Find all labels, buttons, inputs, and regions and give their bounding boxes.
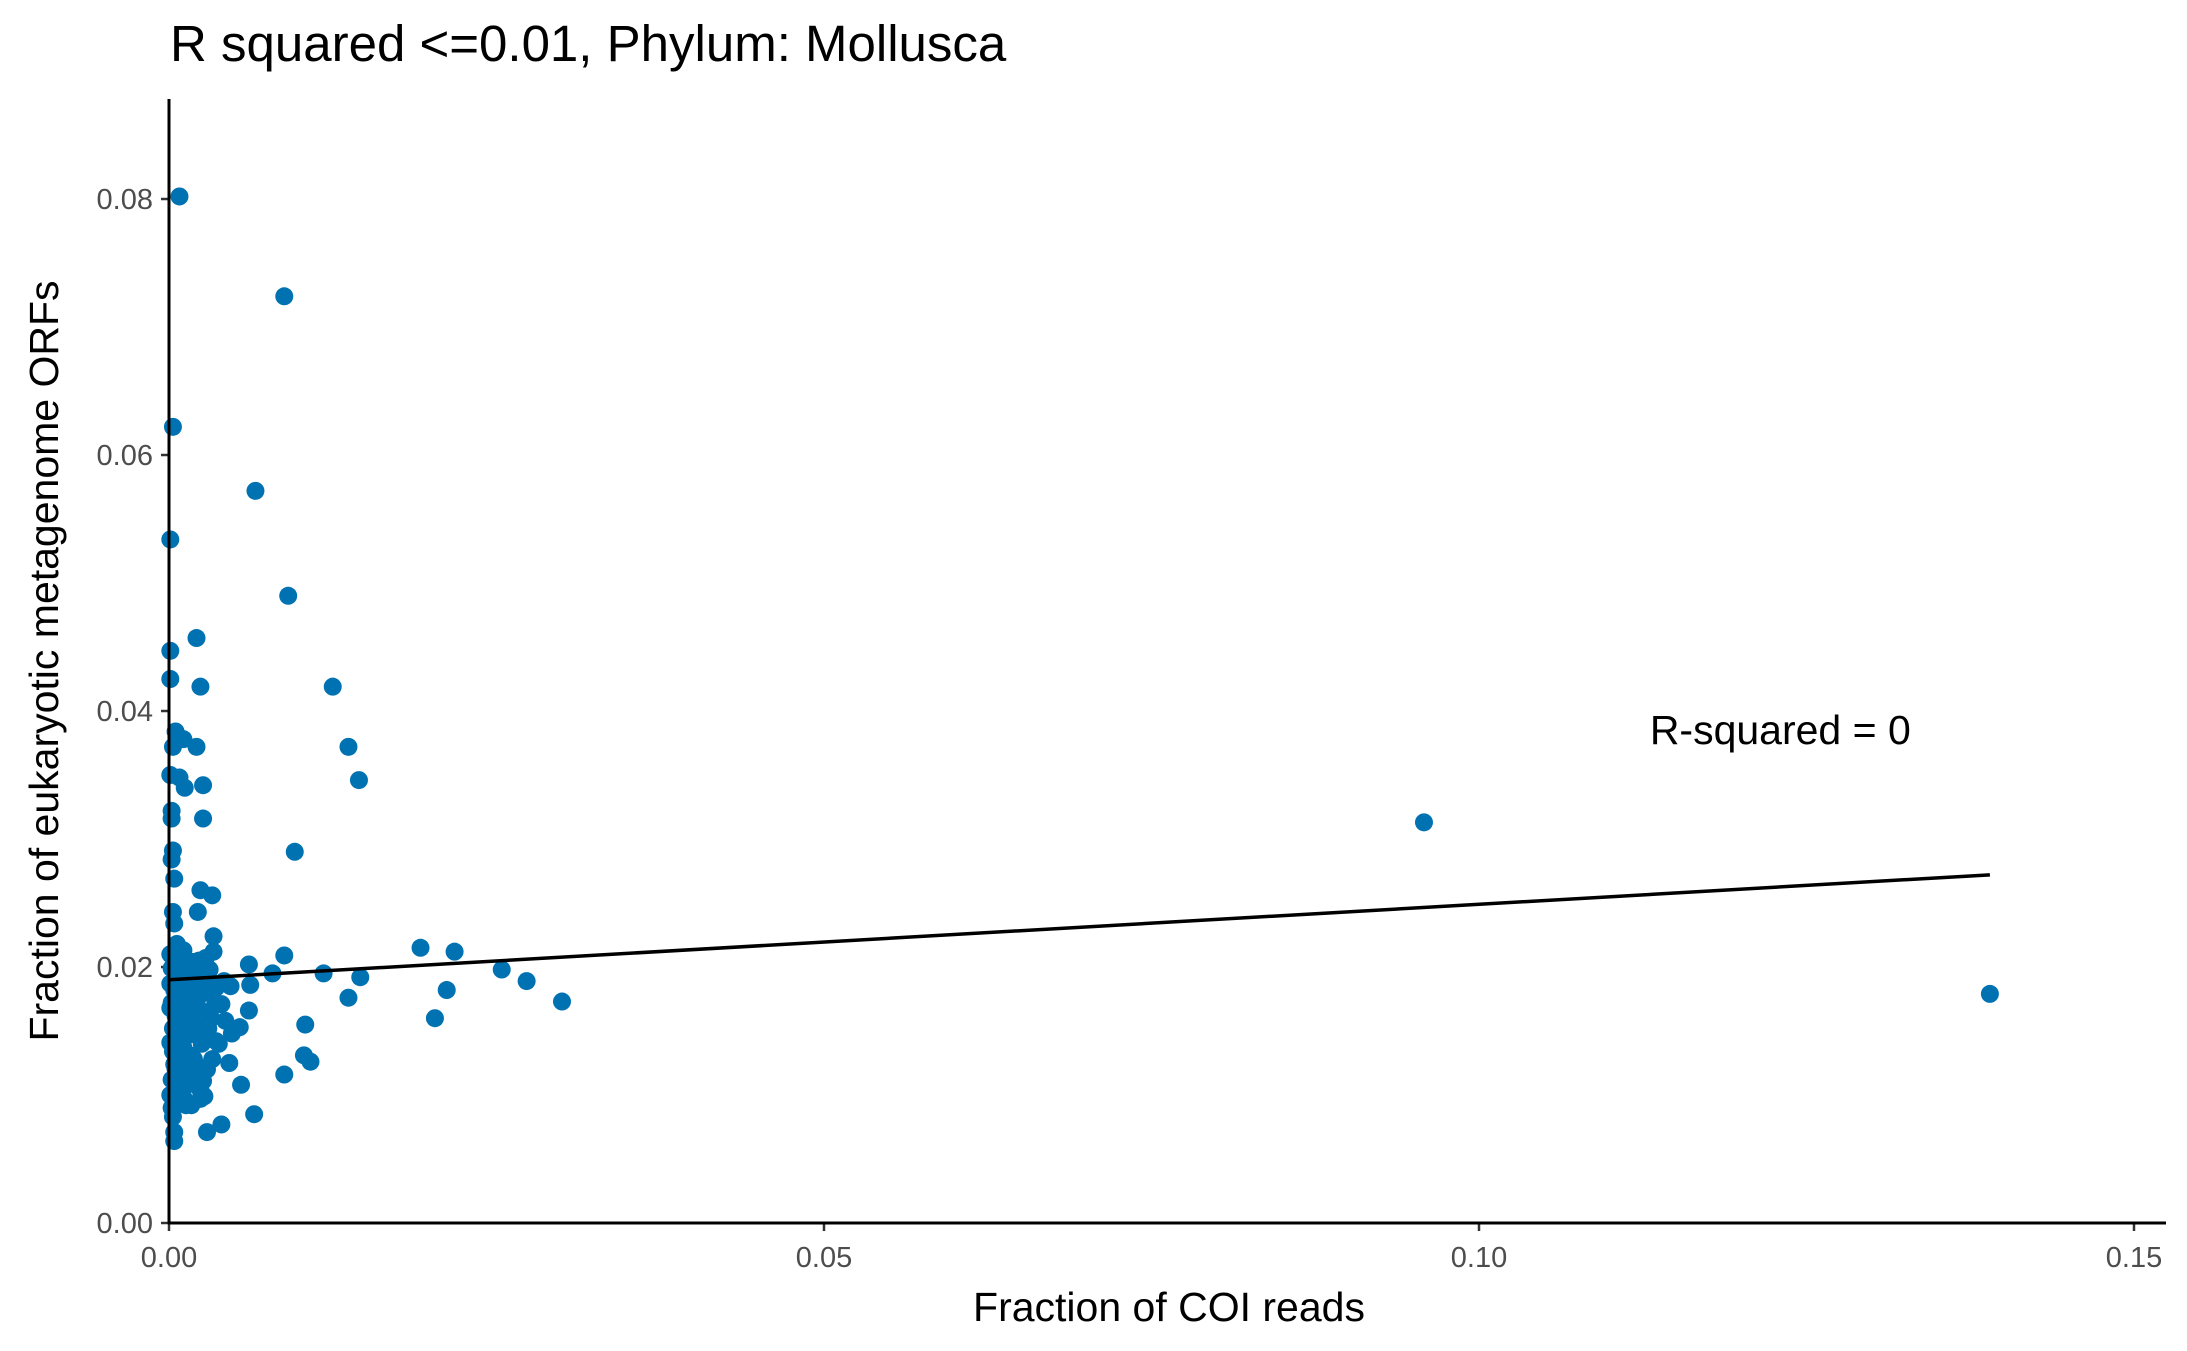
data-point	[285, 842, 304, 861]
data-point	[170, 1036, 189, 1055]
data-point	[220, 1054, 239, 1072]
x-tick-label: 0.10	[1451, 1242, 1507, 1274]
data-point	[221, 977, 240, 996]
data-point	[1414, 813, 1433, 832]
data-point	[194, 1071, 213, 1090]
regression-line	[168, 873, 1991, 982]
data-point	[437, 981, 456, 1000]
y-axis-title: Fraction of eukaryotic metagenome ORFs	[21, 280, 67, 1041]
y-tick-label: 0.04	[97, 696, 153, 728]
data-point	[188, 988, 207, 1007]
data-point	[196, 949, 215, 968]
data-point	[187, 737, 206, 756]
x-axis-ticks: 0.00 0.05 0.10 0.15	[141, 1223, 2162, 1274]
data-point	[517, 972, 536, 991]
data-point	[191, 677, 210, 696]
data-point	[184, 1050, 203, 1069]
data-point	[170, 187, 189, 206]
x-tick-label: 0.15	[2106, 1242, 2162, 1274]
data-point	[492, 960, 511, 979]
data-point	[301, 1052, 320, 1071]
data-point	[162, 1098, 181, 1117]
x-tick-label: 0.00	[141, 1242, 197, 1274]
data-point	[212, 1115, 231, 1134]
data-point	[275, 1065, 294, 1084]
data-point	[222, 1024, 241, 1043]
x-axis-title: Fraction of COI reads	[973, 1284, 1365, 1330]
data-point	[162, 850, 181, 869]
data-point	[275, 287, 294, 306]
y-tick-label: 0.00	[97, 1208, 153, 1240]
data-point	[275, 946, 294, 965]
data-point	[180, 1007, 199, 1026]
data-point	[279, 586, 298, 605]
data-point	[212, 995, 231, 1014]
data-point	[203, 886, 222, 905]
data-point	[411, 938, 430, 957]
data-point	[349, 771, 368, 790]
data-point	[1980, 984, 1999, 1003]
data-point	[241, 975, 260, 994]
data-point	[203, 1050, 222, 1069]
data-point	[188, 902, 207, 921]
data-point	[207, 978, 226, 997]
data-point	[296, 1015, 315, 1034]
r-squared-annotation: R-squared = 0	[1650, 707, 1911, 753]
y-tick-label: 0.08	[97, 184, 153, 216]
scatter-points	[161, 187, 1999, 1151]
data-point	[182, 965, 201, 984]
data-point	[239, 955, 258, 974]
chart-title: R squared <=0.01, Phylum: Mollusca	[170, 15, 1007, 72]
data-point	[339, 737, 358, 756]
data-point	[314, 964, 333, 983]
data-point	[197, 1123, 216, 1142]
data-point	[232, 1075, 251, 1094]
y-tick-label: 0.02	[97, 952, 153, 984]
data-point	[163, 417, 182, 436]
data-point	[187, 629, 206, 648]
data-point	[323, 677, 342, 696]
data-point	[167, 934, 186, 953]
data-point	[425, 1009, 444, 1028]
data-point	[445, 942, 464, 961]
data-point	[194, 776, 213, 795]
data-point	[246, 481, 265, 500]
data-point	[239, 1001, 258, 1020]
data-point	[163, 737, 182, 756]
data-point	[553, 992, 571, 1011]
data-point	[204, 927, 223, 946]
data-point	[166, 1060, 185, 1079]
y-tick-label: 0.06	[97, 440, 153, 472]
data-point	[351, 968, 370, 987]
data-point	[245, 1105, 264, 1124]
data-point	[339, 988, 358, 1007]
data-point	[177, 1096, 196, 1115]
data-point	[175, 778, 194, 797]
data-point	[199, 1019, 218, 1038]
data-point	[194, 809, 213, 828]
data-point	[162, 809, 181, 828]
x-tick-label: 0.05	[796, 1242, 852, 1274]
y-axis-ticks: 0.00 0.02 0.04 0.06 0.08	[97, 184, 169, 1240]
